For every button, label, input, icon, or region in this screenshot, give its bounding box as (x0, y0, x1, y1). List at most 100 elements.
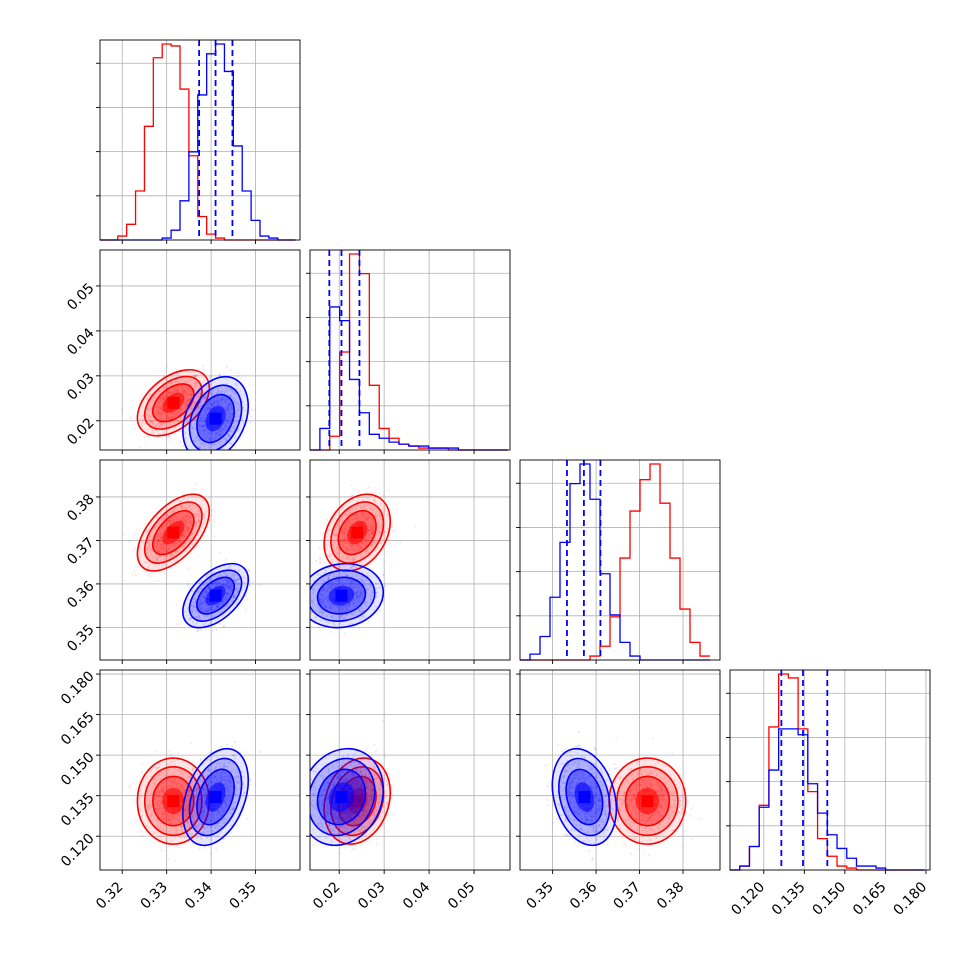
red-sample-point (149, 393, 152, 397)
red-sample-point (356, 546, 359, 549)
red-sample-point (378, 514, 381, 517)
blue-sample-point (224, 591, 228, 595)
red-sample-point (196, 525, 199, 528)
red-sample-point (165, 392, 168, 395)
blue-sample-point (228, 592, 231, 595)
blue-sample-point (243, 585, 246, 588)
red-sample-point (161, 531, 164, 535)
blue-sample-point (211, 443, 214, 446)
blue-sample-point (223, 597, 226, 600)
red-sample-point (368, 533, 371, 536)
blue-sample-point (348, 584, 351, 587)
red-sample-point (187, 527, 190, 530)
blue-sample-point (206, 433, 210, 436)
blue-sample-point (209, 402, 212, 405)
red-sample-point (360, 545, 363, 549)
red-sample-point (363, 542, 366, 545)
red-sample-point (189, 537, 192, 540)
blue-sample-point (227, 434, 230, 438)
blue-sample-point (200, 441, 203, 444)
blue-sample-point (199, 420, 202, 423)
blue-sample-point (203, 591, 206, 594)
blue-sample-point (198, 432, 201, 435)
blue-sample-point (198, 401, 201, 404)
blue-sample-point (340, 615, 343, 618)
red-sample-point (196, 509, 199, 512)
blue-sample-point (225, 591, 228, 595)
blue-sample-point (206, 432, 209, 435)
red-sample-point (362, 505, 365, 508)
blue-sample-point (228, 394, 231, 397)
blue-sample-point (224, 391, 227, 394)
blue-sample-point (214, 443, 217, 446)
red-sample-point (178, 500, 181, 503)
red-sample-point (160, 397, 164, 400)
blue-sample-point (229, 387, 232, 391)
red-sample-point (184, 524, 187, 527)
blue-sample-point (245, 595, 248, 598)
red-sample-point (355, 513, 358, 517)
red-sample-point (171, 546, 174, 549)
red-sample-point (160, 545, 163, 548)
red-sample-point (165, 383, 168, 386)
blue-sample-point (343, 632, 346, 635)
red-sample-point (165, 417, 168, 420)
blue-sample-point (237, 586, 240, 589)
blue-sample-point (201, 424, 204, 427)
red-sample-point (161, 394, 164, 398)
blue-sample-point (204, 607, 207, 611)
red-sample-point (366, 517, 369, 520)
red-sample-point (194, 382, 197, 385)
red-sample-point (336, 552, 339, 555)
blue-sample-point (203, 435, 206, 438)
blue-sample-point (226, 580, 229, 583)
red-sample-point (318, 562, 322, 565)
blue-sample-point (337, 582, 340, 585)
red-sample-point (183, 390, 186, 393)
blue-sample-point (202, 456, 204, 458)
red-sample-point (333, 550, 336, 553)
red-sample-point (166, 390, 169, 393)
red-sample-point (177, 518, 180, 521)
red-sample-point (176, 390, 179, 393)
red-sample-point (175, 516, 178, 519)
blue-sample-point (174, 426, 177, 429)
blue-sample-point (215, 454, 217, 456)
blue-sample-point (208, 407, 211, 410)
blue-sample-point (207, 605, 210, 608)
blue-sample-point (226, 591, 229, 595)
red-sample-point (178, 410, 181, 413)
red-sample-point (196, 381, 199, 384)
red-sample-point (335, 534, 338, 537)
blue-sample-point (198, 607, 201, 610)
blue-sample-point (209, 579, 212, 582)
blue-sample-point (228, 415, 231, 418)
red-sample-point (331, 560, 334, 564)
blue-sample-point (197, 424, 200, 427)
blue-sample-point (197, 423, 200, 426)
blue-sample-point (358, 600, 361, 603)
blue-sample-point (211, 583, 214, 586)
blue-sample-point (211, 403, 214, 406)
blue-sample-point (212, 442, 216, 445)
blue-sample-point (199, 602, 202, 605)
blue-sample-point (215, 401, 218, 404)
red-sample-point (359, 511, 362, 514)
blue-sample-point (229, 413, 232, 416)
blue-sample-point (223, 584, 226, 587)
red-sample-point (351, 556, 354, 560)
blue-sample-point (226, 584, 229, 587)
red-sample-point (146, 531, 149, 534)
red-sample-point (353, 557, 356, 560)
red-sample-point (370, 525, 373, 529)
blue-sample-point (225, 409, 228, 412)
red-sample-point (160, 849, 163, 852)
red-sample-point (193, 374, 196, 378)
blue-sample-point (191, 609, 194, 613)
red-sample-point (171, 415, 174, 418)
red-sample-point (163, 413, 166, 416)
blue-sample-point (208, 406, 211, 409)
blue-sample-point (211, 391, 214, 394)
red-sample-point (174, 414, 177, 417)
red-sample-point (142, 414, 145, 418)
